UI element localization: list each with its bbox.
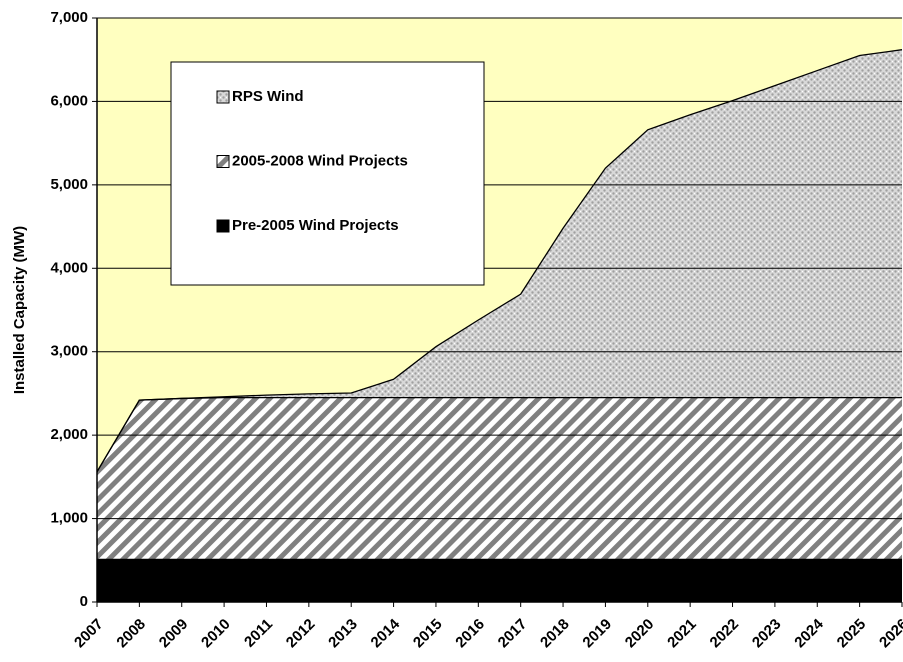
y-tick-label: 1,000 [50,510,88,527]
y-tick-label: 4,000 [50,259,88,276]
x-tick-label: 2026 [876,616,903,652]
x-tick-label: 2018 [537,616,573,652]
x-tick-label: 2014 [368,615,404,651]
legend-swatch [216,219,230,233]
x-tick-label: 2009 [156,616,192,652]
area [97,49,902,472]
x-tick-label: 2020 [622,616,658,652]
x-tick-label: 2010 [198,616,234,652]
y-tick-label: 0 [80,593,88,610]
y-tick-label: 5,000 [50,176,88,193]
x-tick-label: 2023 [749,616,785,652]
x-tick-label: 2008 [113,616,149,652]
area [97,397,902,560]
x-tick-label: 2011 [241,616,276,651]
x-tick-label: 2025 [834,616,870,652]
y-tick-label: 2,000 [50,426,88,443]
x-tick-label: 2012 [283,616,319,652]
area-outline [96,396,902,473]
x-tick-label: 2007 [71,616,107,652]
y-tick-label: 7,000 [50,9,88,26]
x-tick-label: 2022 [707,616,743,652]
x-tick-label: 2015 [410,616,446,652]
y-tick-label: 3,000 [50,343,88,360]
area-outline [96,49,903,473]
y-tick-label: 6,000 [50,92,88,109]
legend-label: RPS Wind [232,88,304,105]
x-tick-label: 2021 [664,616,700,652]
x-tick-label: 2017 [495,616,531,652]
x-tick-label: 2013 [325,616,361,652]
legend-swatch [216,90,230,104]
x-tick-label: 2016 [452,616,488,652]
legend-label: Pre-2005 Wind Projects [232,217,399,234]
area [97,559,902,602]
x-tick-label: 2019 [579,616,615,652]
y-axis-label: Installed Capacity (MW) [11,226,28,394]
legend-swatch [216,155,230,168]
legend-label: 2005-2008 Wind Projects [232,152,408,169]
x-tick-label: 2024 [791,615,827,651]
